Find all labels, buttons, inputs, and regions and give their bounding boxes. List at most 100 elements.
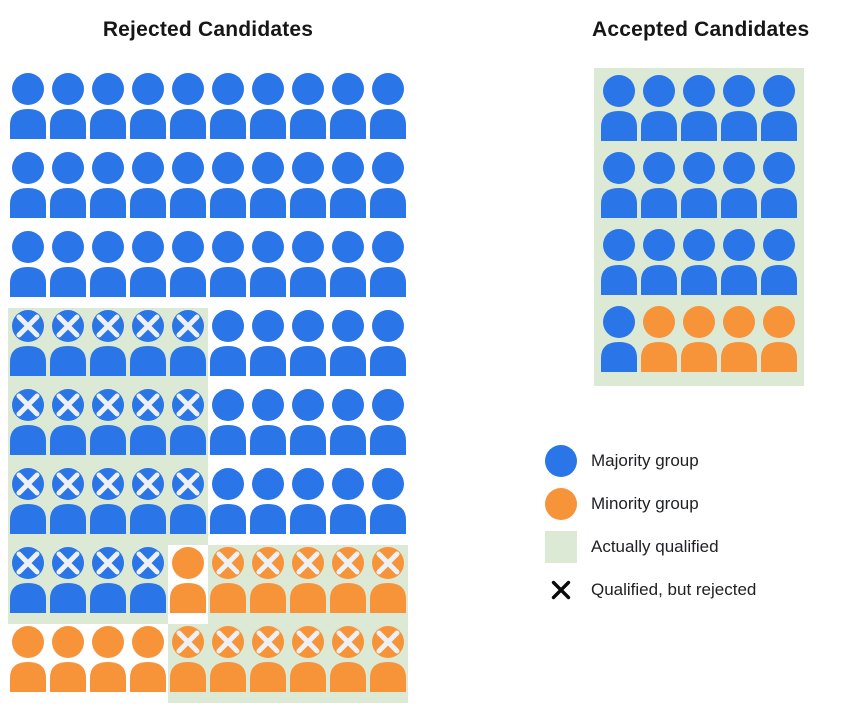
x-mark-icon <box>545 574 577 606</box>
person-icon <box>130 231 166 297</box>
person-icon <box>130 73 166 139</box>
person-majority-qualified-rejected <box>8 308 48 387</box>
candidate-row <box>599 150 799 227</box>
person-majority <box>288 150 328 229</box>
candidate-row <box>8 545 408 624</box>
person-majority <box>248 229 288 308</box>
person-icon <box>90 231 126 297</box>
person-icon <box>250 73 286 139</box>
person-icon <box>90 310 126 376</box>
person-majority <box>248 150 288 229</box>
person-minority-qualified-rejected <box>288 545 328 624</box>
person-majority-qualified-rejected <box>48 387 88 466</box>
person-majority-qualified-rejected <box>48 308 88 387</box>
person-icon <box>90 547 126 613</box>
person-icon <box>50 468 86 534</box>
person-minority-qualified-rejected <box>168 624 208 703</box>
person-icon <box>10 468 46 534</box>
person-minority-qualified-rejected <box>248 545 288 624</box>
legend-item: Actually qualified <box>545 530 756 564</box>
person-majority <box>128 150 168 229</box>
person-minority-qualified-rejected <box>368 545 408 624</box>
person-icon <box>130 547 166 613</box>
person-minority <box>168 545 208 624</box>
person-icon <box>721 229 757 295</box>
person-icon <box>721 306 757 372</box>
person-majority-qualified-rejected <box>8 545 48 624</box>
person-icon <box>10 310 46 376</box>
person-icon <box>10 231 46 297</box>
person-icon <box>90 468 126 534</box>
person-majority <box>328 71 368 150</box>
person-majority <box>248 308 288 387</box>
candidate-row <box>8 624 408 703</box>
person-icon <box>170 73 206 139</box>
person-majority-qualified-rejected <box>88 387 128 466</box>
person-majority-qualified-rejected <box>168 387 208 466</box>
accepted-candidates-title: Accepted Candidates <box>592 18 810 41</box>
person-majority <box>639 150 679 227</box>
person-majority <box>168 229 208 308</box>
person-icon <box>90 389 126 455</box>
person-majority <box>328 308 368 387</box>
person-majority-qualified-rejected <box>48 545 88 624</box>
person-icon <box>210 547 246 613</box>
person-icon <box>50 626 86 692</box>
person-icon <box>370 626 406 692</box>
person-icon <box>250 547 286 613</box>
legend-label: Qualified, but rejected <box>591 580 757 599</box>
person-icon <box>210 626 246 692</box>
person-minority-qualified-rejected <box>328 624 368 703</box>
person-majority <box>168 150 208 229</box>
person-majority <box>679 73 719 150</box>
person-majority-qualified-rejected <box>128 308 168 387</box>
person-minority-qualified-rejected <box>328 545 368 624</box>
person-icon <box>290 389 326 455</box>
person-majority <box>288 466 328 545</box>
person-icon <box>170 231 206 297</box>
person-icon <box>50 152 86 218</box>
person-icon <box>250 310 286 376</box>
person-icon <box>250 389 286 455</box>
person-majority <box>88 229 128 308</box>
person-majority <box>759 150 799 227</box>
person-icon <box>130 152 166 218</box>
person-icon <box>50 310 86 376</box>
person-majority <box>168 71 208 150</box>
person-minority <box>679 304 719 381</box>
person-icon <box>761 306 797 372</box>
person-minority-qualified-rejected <box>288 624 328 703</box>
person-icon <box>170 310 206 376</box>
person-icon <box>210 468 246 534</box>
person-minority <box>88 624 128 703</box>
person-icon <box>50 389 86 455</box>
person-icon <box>601 306 637 372</box>
rejected-candidates-title: Rejected Candidates <box>102 18 314 41</box>
candidate-row <box>8 71 408 150</box>
person-icon <box>601 152 637 218</box>
person-icon <box>10 547 46 613</box>
person-icon <box>210 231 246 297</box>
candidate-row <box>8 229 408 308</box>
person-icon <box>90 73 126 139</box>
person-majority <box>719 73 759 150</box>
person-icon <box>721 152 757 218</box>
person-minority-qualified-rejected <box>248 624 288 703</box>
person-majority <box>288 387 328 466</box>
person-majority <box>368 387 408 466</box>
person-majority <box>48 229 88 308</box>
person-minority-qualified-rejected <box>208 624 248 703</box>
person-icon <box>130 626 166 692</box>
person-majority <box>599 304 639 381</box>
person-icon <box>330 231 366 297</box>
person-icon <box>370 468 406 534</box>
legend-item: Majority group <box>545 444 756 478</box>
person-icon <box>170 152 206 218</box>
majority-group-icon <box>545 445 577 477</box>
person-icon <box>210 389 246 455</box>
person-icon <box>210 73 246 139</box>
person-majority <box>8 71 48 150</box>
person-icon <box>210 310 246 376</box>
person-majority-qualified-rejected <box>8 387 48 466</box>
